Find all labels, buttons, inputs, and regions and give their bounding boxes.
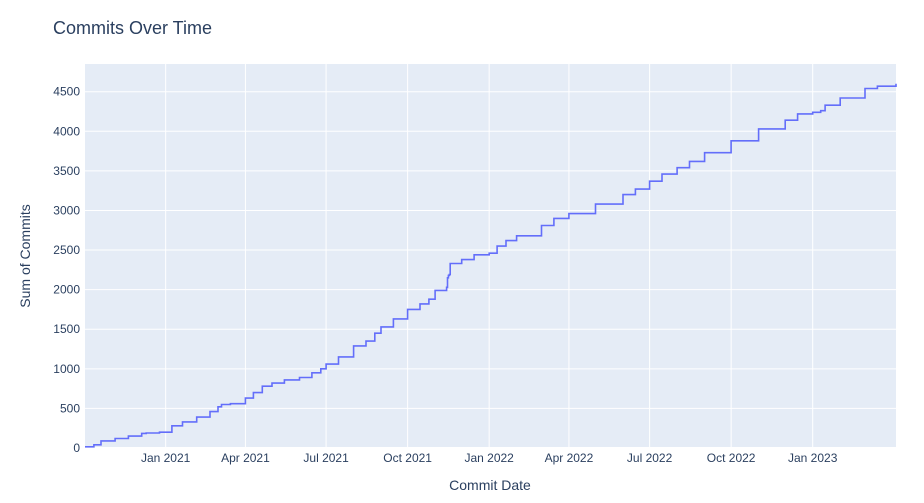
y-tick-label: 1500 xyxy=(53,322,80,336)
y-tick-label: 4500 xyxy=(53,85,80,99)
x-tick-label: Oct 2022 xyxy=(707,451,756,465)
x-tick-label: Apr 2022 xyxy=(545,451,594,465)
x-tick-label: Jul 2022 xyxy=(627,451,673,465)
y-tick-label: 4000 xyxy=(53,124,80,138)
y-axis-ticks: 0 500 1000 1500 2000 2500 3000 3500 4000 4500 xyxy=(53,85,80,455)
x-tick-label: Jan 2023 xyxy=(788,451,838,465)
x-tick-label: Jan 2022 xyxy=(464,451,514,465)
x-axis-title: Commit Date xyxy=(449,477,531,493)
x-axis-ticks: Jan 2021 Apr 2021 Jul 2021 Oct 2021 Jan 2022… xyxy=(141,451,838,465)
y-axis-title: Sum of Commits xyxy=(17,204,33,307)
x-tick-label: Oct 2021 xyxy=(383,451,432,465)
y-tick-label: 3000 xyxy=(53,203,80,217)
x-tick-label: Jan 2021 xyxy=(141,451,191,465)
chart-title: Commits Over Time xyxy=(53,18,212,38)
y-tick-label: 2500 xyxy=(53,243,80,257)
x-tick-label: Apr 2021 xyxy=(221,451,270,465)
y-tick-label: 1000 xyxy=(53,362,80,376)
commits-series-line xyxy=(85,83,897,448)
y-tick-label: 0 xyxy=(73,441,80,455)
grid-lines xyxy=(85,64,896,449)
y-tick-label: 3500 xyxy=(53,164,80,178)
y-tick-label: 500 xyxy=(60,401,80,415)
plot-area xyxy=(85,64,896,448)
x-tick-label: Jul 2021 xyxy=(303,451,349,465)
y-tick-label: 2000 xyxy=(53,283,80,297)
